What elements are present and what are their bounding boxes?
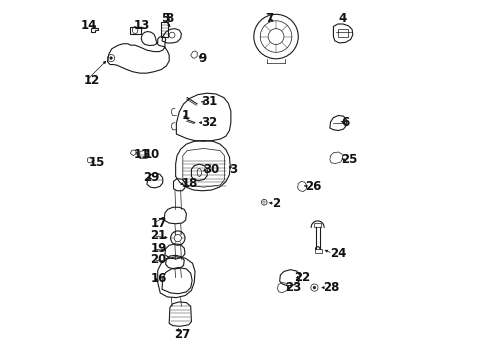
Circle shape xyxy=(312,286,315,289)
Text: 7: 7 xyxy=(264,12,272,25)
Text: 12: 12 xyxy=(83,74,100,87)
Text: 1: 1 xyxy=(182,109,189,122)
Text: 22: 22 xyxy=(293,271,309,284)
Text: 19: 19 xyxy=(150,242,166,255)
Text: 27: 27 xyxy=(174,328,190,341)
Text: 2: 2 xyxy=(272,197,280,210)
Text: 4: 4 xyxy=(338,12,346,25)
Text: 15: 15 xyxy=(88,156,104,169)
Text: 8: 8 xyxy=(165,12,173,25)
Text: 9: 9 xyxy=(198,51,206,64)
Text: 29: 29 xyxy=(143,171,160,184)
Text: 5: 5 xyxy=(161,12,169,25)
Text: 10: 10 xyxy=(143,148,159,161)
Text: 18: 18 xyxy=(182,177,198,190)
Text: 21: 21 xyxy=(150,229,166,242)
Text: 31: 31 xyxy=(201,95,217,108)
Text: 3: 3 xyxy=(229,163,237,176)
Text: 30: 30 xyxy=(203,163,219,176)
Circle shape xyxy=(109,57,112,59)
Text: 23: 23 xyxy=(285,281,301,294)
Text: 17: 17 xyxy=(150,216,166,230)
Text: 26: 26 xyxy=(304,180,321,193)
Text: 13: 13 xyxy=(134,19,150,32)
Text: 6: 6 xyxy=(341,116,349,129)
Text: 14: 14 xyxy=(80,19,97,32)
Text: 25: 25 xyxy=(341,153,357,166)
Text: 32: 32 xyxy=(201,116,217,129)
Text: 24: 24 xyxy=(329,247,346,260)
Text: 16: 16 xyxy=(150,272,166,285)
Text: 11: 11 xyxy=(134,148,150,161)
Text: 28: 28 xyxy=(322,281,338,294)
Text: 20: 20 xyxy=(150,253,166,266)
